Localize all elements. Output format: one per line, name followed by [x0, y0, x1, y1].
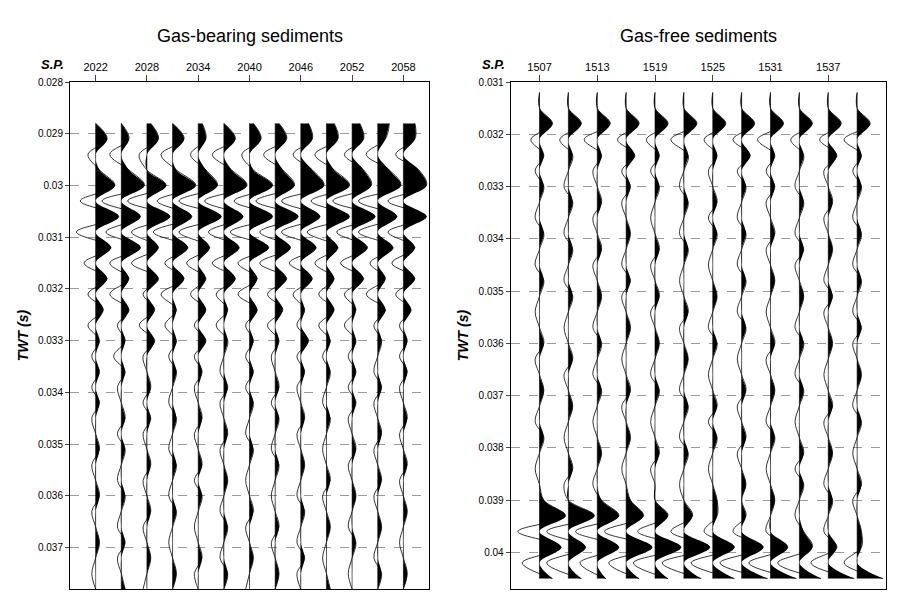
svg-text:0.037: 0.037	[38, 542, 63, 553]
svg-text:0.037: 0.037	[479, 390, 504, 401]
svg-text:2058: 2058	[391, 61, 415, 73]
svg-text:Gas-free sediments: Gas-free sediments	[620, 26, 777, 46]
svg-text:2040: 2040	[237, 61, 261, 73]
svg-text:0.035: 0.035	[479, 286, 504, 297]
svg-text:0.029: 0.029	[38, 128, 63, 139]
svg-text:TWT (s): TWT (s)	[15, 310, 31, 362]
svg-text:2052: 2052	[340, 61, 364, 73]
svg-text:0.04: 0.04	[484, 547, 504, 558]
svg-text:TWT (s): TWT (s)	[455, 310, 471, 362]
svg-text:1507: 1507	[527, 61, 551, 73]
svg-text:2046: 2046	[289, 61, 313, 73]
svg-text:2022: 2022	[83, 61, 107, 73]
svg-text:1513: 1513	[585, 61, 609, 73]
svg-text:0.034: 0.034	[479, 233, 504, 244]
svg-text:0.028: 0.028	[38, 77, 63, 88]
svg-text:0.031: 0.031	[479, 77, 504, 88]
svg-text:0.033: 0.033	[38, 335, 63, 346]
svg-text:2028: 2028	[135, 61, 159, 73]
svg-text:0.033: 0.033	[479, 181, 504, 192]
svg-text:0.036: 0.036	[479, 338, 504, 349]
svg-text:0.039: 0.039	[479, 495, 504, 506]
svg-text:0.031: 0.031	[38, 232, 63, 243]
svg-text:S.P.: S.P.	[41, 57, 64, 72]
svg-text:1525: 1525	[701, 61, 725, 73]
svg-text:0.034: 0.034	[38, 387, 63, 398]
svg-text:1537: 1537	[816, 61, 840, 73]
svg-text:1519: 1519	[643, 61, 667, 73]
svg-text:0.035: 0.035	[38, 439, 63, 450]
svg-text:0.036: 0.036	[38, 490, 63, 501]
svg-text:0.032: 0.032	[38, 283, 63, 294]
svg-text:0.038: 0.038	[479, 442, 504, 453]
svg-text:1531: 1531	[758, 61, 782, 73]
svg-text:Gas-bearing sediments: Gas-bearing sediments	[157, 26, 343, 46]
svg-text:2034: 2034	[186, 61, 210, 73]
svg-text:0.032: 0.032	[479, 129, 504, 140]
svg-text:0.03: 0.03	[44, 180, 64, 191]
svg-text:S.P.: S.P.	[482, 57, 505, 72]
